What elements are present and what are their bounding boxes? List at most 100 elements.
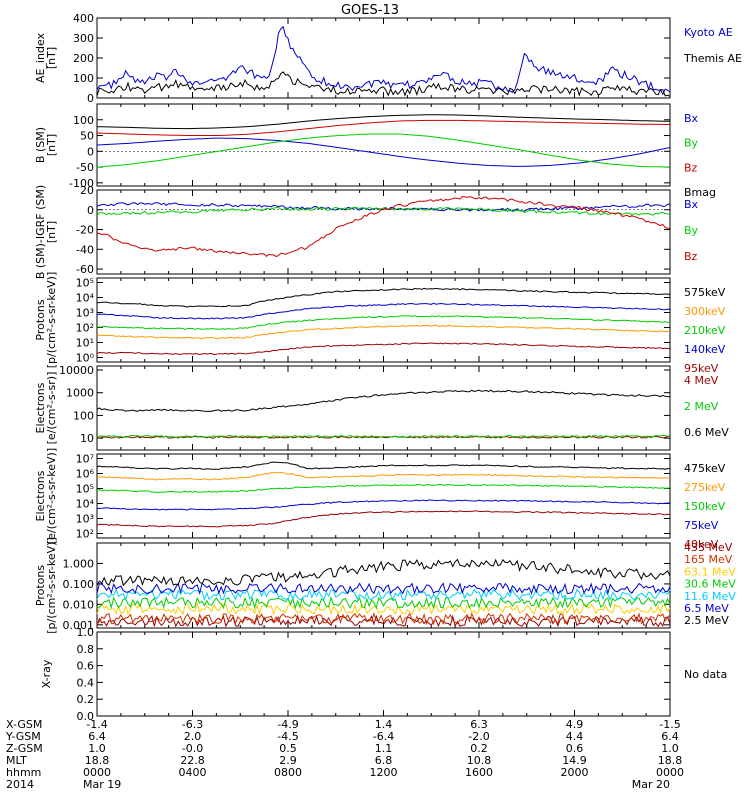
series-line-bsm-0 bbox=[96, 137, 671, 167]
panel-ae: 0 100 200 300 400 AE_index[nT] Kyoto AE Themis … bbox=[34, 12, 742, 105]
table-cell: 22.8 bbox=[180, 754, 205, 767]
table-row-label: Z-GSM bbox=[6, 742, 43, 755]
table-cell: 1.0 bbox=[88, 742, 106, 755]
series-line-ae-0 bbox=[96, 25, 671, 96]
y-axis-label: Protons[p/(cm²-s-sr-keV)] bbox=[34, 272, 58, 369]
series-line-bsm-1 bbox=[96, 133, 671, 168]
no-data-note: No data bbox=[684, 668, 727, 681]
legend-entry: 140keV bbox=[684, 343, 726, 356]
legend-entry: 150keV bbox=[684, 500, 726, 513]
y-tick-label: -100 bbox=[69, 177, 94, 190]
panel-bsm: -100 -50 0 50 100 B (SM)[nT] Bx By Bz Bmag bbox=[34, 103, 716, 199]
y-tick-label: 100 bbox=[73, 409, 94, 422]
y-axis-label: Protons[p/(cm²-s-sr-keV)] bbox=[34, 537, 58, 634]
table-cell: 2.9 bbox=[279, 754, 297, 767]
panel-protons_mev: 0.001 0.010 0.100 1.000 Protons[p/(cm²-s-sr-… bbox=[34, 537, 736, 634]
table-row-label: 2014 bbox=[6, 778, 34, 791]
series-line-bigrf-1 bbox=[96, 206, 671, 216]
panel-frame bbox=[96, 631, 671, 717]
y-tick-label: 10⁷ bbox=[76, 453, 94, 466]
series-line-electrons_kev-4 bbox=[96, 510, 671, 528]
y-axis-label: X-ray bbox=[40, 659, 53, 688]
legend-entry: 11.6 MeV bbox=[684, 590, 736, 603]
table-cell: 0000 bbox=[656, 766, 684, 779]
series-line-protons_mev-5 bbox=[96, 582, 671, 596]
table-cell: 1.4 bbox=[375, 718, 393, 731]
series-line-bsm-3 bbox=[96, 114, 671, 130]
y-tick-label: 0.010 bbox=[63, 598, 95, 611]
y-tick-label: 1.000 bbox=[63, 557, 95, 570]
table-cell: 0000 bbox=[83, 766, 111, 779]
series-line-electrons_kev-2 bbox=[96, 483, 671, 493]
table-row-label: hhmm bbox=[6, 766, 41, 779]
legend-entry: Bx bbox=[684, 112, 699, 125]
y-tick-label: 0.001 bbox=[63, 619, 95, 632]
y-axis-label: B (SM)-IGRF (SM)[nT] bbox=[34, 185, 58, 279]
legend-entry: 210keV bbox=[684, 324, 726, 337]
table-row-label: MLT bbox=[6, 754, 27, 767]
table-cell: -4.5 bbox=[277, 730, 298, 743]
table-cell: -1.5 bbox=[659, 718, 680, 731]
y-tick-label: 0 bbox=[87, 92, 94, 105]
legend-entry: 475keV bbox=[684, 462, 726, 475]
legend-entry: 63.1 MeV bbox=[684, 565, 736, 578]
y-tick-label: 0.0 bbox=[77, 710, 95, 723]
table-cell: Mar 19 bbox=[83, 778, 121, 791]
table-cell: 2.0 bbox=[184, 730, 202, 743]
legend-entry: 433 MeV bbox=[684, 541, 733, 554]
y-tick-label: 1.0 bbox=[77, 626, 95, 639]
legend-entry: 300keV bbox=[684, 305, 726, 318]
series-line-ae-1 bbox=[96, 71, 671, 97]
table-cell: 18.8 bbox=[85, 754, 110, 767]
y-tick-label: 400 bbox=[73, 12, 94, 25]
panel-frame bbox=[96, 453, 671, 539]
table-cell: -4.9 bbox=[277, 718, 298, 731]
table-cell: 18.8 bbox=[658, 754, 683, 767]
table-cell: 6.4 bbox=[88, 730, 106, 743]
y-tick-label: 10⁵ bbox=[76, 277, 94, 290]
legend-entry: By bbox=[684, 137, 699, 150]
series-line-protons-0 bbox=[97, 287, 671, 308]
y-tick-label: 0.8 bbox=[77, 643, 95, 656]
legend-entry: By bbox=[684, 224, 699, 237]
y-tick-label: 10⁴ bbox=[76, 497, 95, 510]
table-cell: 0400 bbox=[179, 766, 207, 779]
series-line-protons_mev-6 bbox=[96, 558, 671, 587]
y-tick-label: 200 bbox=[73, 52, 94, 65]
y-tick-label: 0.2 bbox=[77, 693, 95, 706]
y-tick-label: 10 bbox=[80, 432, 94, 445]
legend-entry: 95keV bbox=[684, 362, 719, 375]
y-tick-label: 0 bbox=[87, 204, 94, 217]
series-line-protons_mev-2 bbox=[96, 602, 671, 616]
table-cell: 4.4 bbox=[566, 730, 584, 743]
table-cell: 1600 bbox=[465, 766, 493, 779]
series-line-electrons_mev-2 bbox=[96, 389, 671, 412]
y-axis-label: B (SM)[nT] bbox=[34, 127, 58, 163]
panel-xray: 0.0 0.2 0.4 0.6 0.8 1.0 X-ray No data bbox=[40, 626, 727, 723]
y-tick-label: -60 bbox=[76, 263, 94, 276]
legend-entry: Bmag bbox=[684, 186, 716, 199]
table-cell: 4.9 bbox=[566, 718, 584, 731]
y-tick-label: 10³ bbox=[76, 307, 94, 320]
y-tick-label: 0 bbox=[87, 145, 94, 158]
series-line-protons-1 bbox=[96, 324, 671, 340]
y-tick-label: 10¹ bbox=[76, 336, 94, 349]
legend-entry: Bz bbox=[684, 250, 698, 263]
y-tick-label: 10⁴ bbox=[76, 292, 95, 305]
y-tick-label: -40 bbox=[76, 243, 94, 256]
table-cell: 0800 bbox=[274, 766, 302, 779]
series-line-protons-3 bbox=[96, 302, 671, 320]
table-cell: 10.8 bbox=[467, 754, 492, 767]
legend-entry: Bx bbox=[684, 198, 699, 211]
series-line-electrons_mev-1 bbox=[96, 434, 671, 438]
y-tick-label: 10² bbox=[76, 527, 94, 540]
legend-entry: 165 MeV bbox=[684, 553, 733, 566]
plot-title: GOES-13 bbox=[341, 3, 399, 18]
y-tick-label: 10⁰ bbox=[76, 351, 95, 364]
legend-entry: 30.6 MeV bbox=[684, 578, 736, 591]
series-line-bsm-2 bbox=[96, 119, 670, 136]
